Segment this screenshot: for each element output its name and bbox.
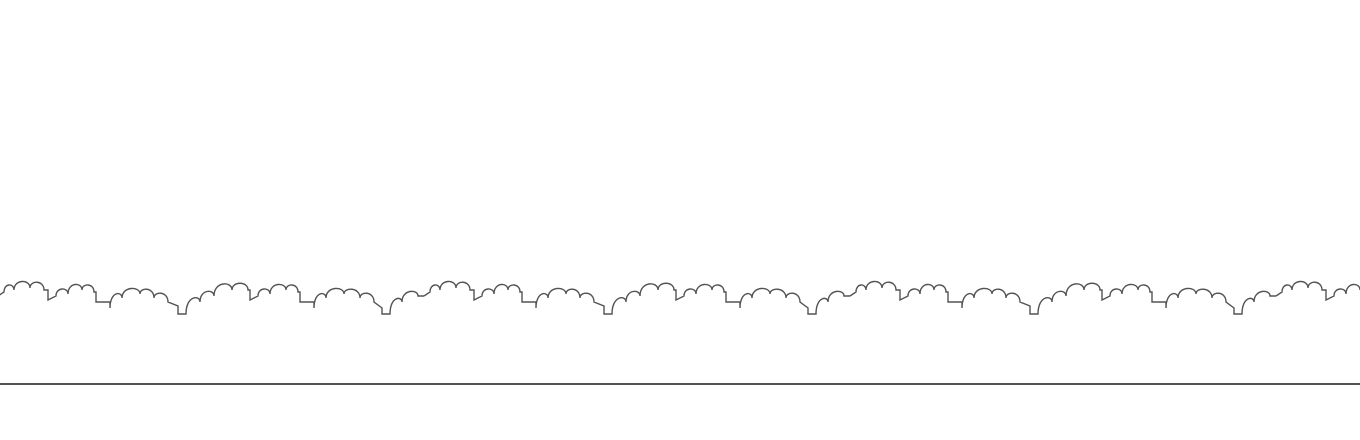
bush-skyline <box>0 280 1360 315</box>
bush-skyline-segment <box>849 280 1276 315</box>
bush-skyline-segment <box>0 280 424 315</box>
bush-skyline-segment <box>423 280 850 315</box>
bush-skyline-segment <box>1275 280 1360 302</box>
